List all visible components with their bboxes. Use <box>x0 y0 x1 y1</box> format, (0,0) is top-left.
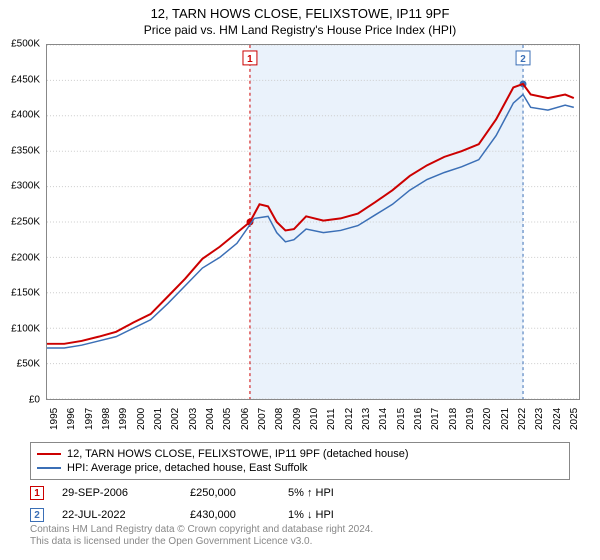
footer-line-2: This data is licensed under the Open Gov… <box>30 536 570 548</box>
plot-area: 12 <box>46 44 580 400</box>
svg-text:1: 1 <box>247 54 253 65</box>
x-tick-label: 1995 <box>49 408 60 430</box>
y-tick-label: £350K <box>11 145 40 156</box>
chart-container: 12, TARN HOWS CLOSE, FELIXSTOWE, IP11 9P… <box>0 0 600 560</box>
legend-row: 12, TARN HOWS CLOSE, FELIXSTOWE, IP11 9P… <box>37 447 563 461</box>
event-pct: 1% ↓ HPI <box>288 509 368 521</box>
footer: Contains HM Land Registry data © Crown c… <box>30 524 570 548</box>
y-tick-label: £50K <box>17 359 40 370</box>
event-marker-1: 1 <box>30 486 44 500</box>
event-marker-2: 2 <box>30 508 44 522</box>
y-tick-label: £250K <box>11 217 40 228</box>
legend-label-1: 12, TARN HOWS CLOSE, FELIXSTOWE, IP11 9P… <box>67 447 409 461</box>
x-tick-label: 2015 <box>396 408 407 430</box>
x-tick-label: 1996 <box>66 408 77 430</box>
x-tick-label: 2020 <box>482 408 493 430</box>
legend: 12, TARN HOWS CLOSE, FELIXSTOWE, IP11 9P… <box>30 442 570 480</box>
y-tick-label: £300K <box>11 181 40 192</box>
x-axis: 1995 1996 1997 1998 1999 2000 2001 2002 2003 2004… <box>46 400 580 440</box>
x-tick-label: 2003 <box>188 408 199 430</box>
plot-svg: 12 <box>47 45 579 399</box>
title-block: 12, TARN HOWS CLOSE, FELIXSTOWE, IP11 9P… <box>0 0 600 37</box>
footer-line-1: Contains HM Land Registry data © Crown c… <box>30 524 570 536</box>
y-tick-label: £150K <box>11 288 40 299</box>
x-tick-label: 2019 <box>465 408 476 430</box>
x-tick-label: 2007 <box>257 408 268 430</box>
x-tick-label: 2002 <box>170 408 181 430</box>
event-table: 1 29-SEP-2006 £250,000 5% ↑ HPI 2 22-JUL… <box>30 482 570 526</box>
event-row: 1 29-SEP-2006 £250,000 5% ↑ HPI <box>30 482 570 504</box>
x-tick-label: 2024 <box>552 408 563 430</box>
legend-swatch-1 <box>37 453 61 455</box>
x-tick-label: 2000 <box>136 408 147 430</box>
legend-swatch-2 <box>37 467 61 469</box>
event-date: 29-SEP-2006 <box>62 487 172 499</box>
x-tick-label: 1998 <box>101 408 112 430</box>
y-tick-label: £450K <box>11 74 40 85</box>
event-row: 2 22-JUL-2022 £430,000 1% ↓ HPI <box>30 504 570 526</box>
svg-text:2: 2 <box>520 54 526 65</box>
x-tick-label: 2012 <box>344 408 355 430</box>
x-tick-label: 2013 <box>361 408 372 430</box>
x-tick-label: 1999 <box>118 408 129 430</box>
x-tick-label: 2016 <box>413 408 424 430</box>
event-date: 22-JUL-2022 <box>62 509 172 521</box>
y-tick-label: £100K <box>11 323 40 334</box>
x-tick-label: 2018 <box>448 408 459 430</box>
y-tick-label: £200K <box>11 252 40 263</box>
legend-label-2: HPI: Average price, detached house, East… <box>67 461 308 475</box>
x-tick-label: 2001 <box>153 408 164 430</box>
x-tick-label: 1997 <box>84 408 95 430</box>
x-tick-label: 2023 <box>534 408 545 430</box>
event-price: £250,000 <box>190 487 270 499</box>
chart-title: 12, TARN HOWS CLOSE, FELIXSTOWE, IP11 9P… <box>0 6 600 21</box>
x-tick-label: 2011 <box>326 408 337 430</box>
x-tick-label: 2025 <box>569 408 580 430</box>
y-tick-label: £500K <box>11 39 40 50</box>
x-tick-label: 2010 <box>309 408 320 430</box>
x-tick-label: 2022 <box>517 408 528 430</box>
x-tick-label: 2014 <box>378 408 389 430</box>
y-tick-label: £400K <box>11 110 40 121</box>
event-pct: 5% ↑ HPI <box>288 487 368 499</box>
x-tick-label: 2006 <box>240 408 251 430</box>
x-tick-label: 2008 <box>274 408 285 430</box>
x-tick-label: 2009 <box>292 408 303 430</box>
x-tick-label: 2004 <box>205 408 216 430</box>
x-tick-label: 2021 <box>500 408 511 430</box>
y-axis: £0£50K£100K£150K£200K£250K£300K£350K£400… <box>0 44 44 400</box>
event-price: £430,000 <box>190 509 270 521</box>
x-tick-label: 2005 <box>222 408 233 430</box>
legend-row: HPI: Average price, detached house, East… <box>37 461 563 475</box>
x-tick-label: 2017 <box>430 408 441 430</box>
y-tick-label: £0 <box>29 395 40 406</box>
chart-subtitle: Price paid vs. HM Land Registry's House … <box>0 23 600 37</box>
